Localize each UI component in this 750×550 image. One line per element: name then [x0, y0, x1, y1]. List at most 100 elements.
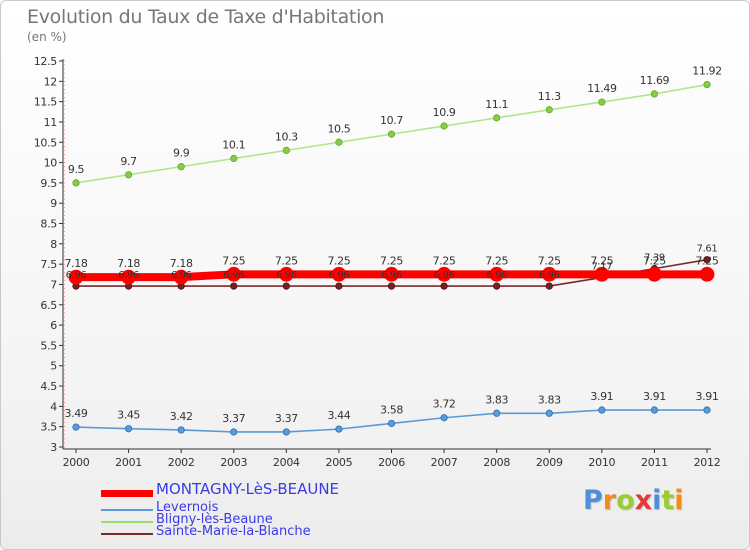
- data-label-0: 7.18: [117, 257, 140, 270]
- logo-letter: i: [652, 485, 662, 516]
- data-point-1: [124, 425, 133, 433]
- data-label-2: 9.5: [68, 163, 85, 176]
- legend-label: Sainte-Marie-la-Blanche: [156, 524, 311, 539]
- data-point-1: [387, 419, 396, 428]
- data-point-3: [545, 282, 553, 290]
- x-tick-label: 2007: [431, 456, 458, 469]
- y-tick-label: 11.5: [34, 96, 58, 109]
- data-label-1: 3.49: [65, 407, 88, 420]
- data-label-3: 6.96: [329, 270, 350, 281]
- data-point-2: [598, 98, 606, 106]
- data-label-2: 10.1: [222, 139, 245, 152]
- y-tick-label: 6: [50, 319, 57, 332]
- y-tick-label: 10: [44, 157, 58, 170]
- data-point-0: [331, 266, 347, 282]
- data-point-2: [440, 122, 448, 130]
- data-point-1: [545, 409, 553, 417]
- logo-letter: P: [583, 485, 603, 516]
- x-tick-label: 2006: [378, 456, 405, 469]
- data-label-3: 7.61: [697, 244, 718, 255]
- x-tick-label: 2009: [536, 456, 563, 469]
- data-label-1: 3.83: [485, 393, 508, 406]
- data-label-0: 7.25: [485, 254, 508, 267]
- data-label-0: 7.25: [275, 254, 298, 267]
- data-point-0: [541, 266, 557, 282]
- data-point-1: [598, 406, 606, 414]
- data-point-2: [282, 146, 290, 154]
- legend-label: Levernois: [156, 500, 219, 515]
- data-label-2: 11.1: [485, 98, 508, 111]
- data-label-1: 3.91: [643, 390, 666, 403]
- data-label-3: 7.39: [644, 253, 665, 264]
- data-label-3: 6.96: [539, 270, 560, 281]
- legend-swatch: [101, 489, 153, 497]
- data-label-0: 7.25: [380, 254, 403, 267]
- legend-swatch: [101, 521, 153, 523]
- y-tick-label: 7.5: [40, 258, 57, 271]
- data-point-0: [226, 266, 242, 282]
- data-point-0: [384, 266, 399, 282]
- data-point-1: [440, 414, 448, 422]
- data-point-2: [545, 106, 553, 114]
- data-label-3: 6.96: [66, 270, 87, 281]
- data-label-2: 9.9: [173, 147, 190, 160]
- x-tick-label: 2008: [483, 456, 510, 469]
- data-point-2: [387, 130, 396, 138]
- data-label-1: 3.58: [380, 403, 403, 416]
- data-label-2: 11.49: [587, 82, 617, 95]
- legend-label: Bligny-lès-Beaune: [156, 512, 273, 527]
- y-tick-label: 12: [44, 75, 57, 88]
- data-point-1: [703, 406, 711, 414]
- data-point-3: [440, 282, 448, 290]
- x-tick-label: 2003: [220, 456, 247, 469]
- data-label-1: 3.37: [222, 412, 245, 425]
- data-point-0: [278, 266, 294, 282]
- chart-subtitle: (en %): [27, 30, 67, 44]
- legend-label: MONTAGNY-LèS-BEAUNE: [156, 480, 340, 498]
- data-point-3: [387, 282, 396, 290]
- data-label-2: 9.7: [120, 155, 137, 168]
- data-point-3: [335, 282, 343, 290]
- data-label-3: 7.17: [591, 262, 612, 273]
- legend-swatch: [101, 509, 153, 511]
- data-point-1: [72, 423, 80, 431]
- logo-letter: i: [674, 485, 684, 516]
- y-tick-label: 12.5: [34, 55, 58, 68]
- data-point-1: [282, 428, 290, 436]
- logo-letter: t: [661, 485, 675, 516]
- data-point-3: [230, 282, 238, 290]
- data-label-1: 3.37: [275, 412, 298, 425]
- y-tick-label: 5: [50, 360, 57, 373]
- data-point-0: [489, 266, 505, 282]
- data-label-0: 7.25: [222, 254, 245, 267]
- y-tick-label: 7: [50, 278, 57, 291]
- data-point-0: [436, 266, 452, 282]
- x-tick-label: 2011: [641, 456, 668, 469]
- data-label-2: 11.69: [640, 74, 670, 87]
- data-label-1: 3.91: [696, 390, 719, 403]
- data-label-2: 10.3: [275, 130, 298, 143]
- data-label-2: 10.9: [433, 106, 456, 119]
- data-point-2: [124, 171, 133, 179]
- data-label-3: 6.96: [171, 270, 192, 281]
- data-label-2: 11.92: [692, 65, 722, 78]
- y-tick-label: 4.5: [40, 380, 57, 393]
- data-label-1: 3.44: [327, 409, 350, 422]
- x-tick-label: 2001: [115, 456, 142, 469]
- x-tick-label: 2002: [168, 456, 195, 469]
- data-point-0: [699, 266, 715, 282]
- data-point-0: [594, 266, 610, 282]
- data-point-2: [230, 154, 238, 163]
- data-point-0: [173, 269, 189, 285]
- x-tick-label: 2004: [273, 456, 300, 469]
- data-label-3: 6.96: [223, 270, 244, 281]
- data-label-1: 3.72: [433, 398, 456, 411]
- data-label-3: 6.96: [276, 270, 297, 281]
- data-label-0: 7.25: [327, 254, 350, 267]
- y-tick-label: 8: [50, 238, 57, 251]
- x-tick-label: 2012: [694, 456, 721, 469]
- y-tick-label: 3.5: [40, 421, 57, 434]
- data-point-2: [493, 114, 501, 122]
- y-tick-label: 9.5: [40, 177, 57, 190]
